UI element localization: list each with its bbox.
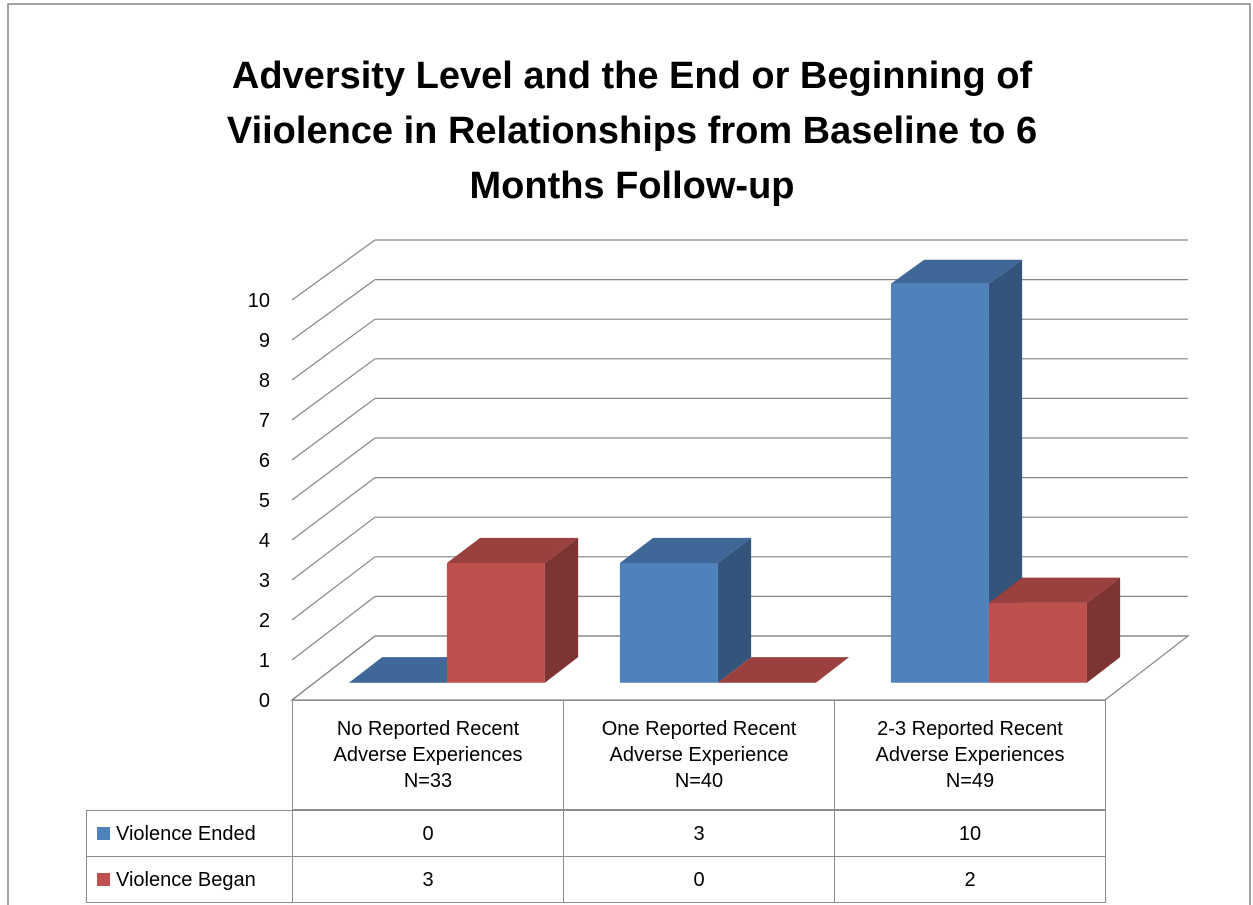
bar-front <box>988 602 1087 683</box>
chart-title: Adversity Level and the End or Beginning… <box>232 55 1033 97</box>
y-tick-label: 10 <box>248 290 270 312</box>
bar-front <box>619 563 718 683</box>
bar-side <box>717 537 752 683</box>
bar-front <box>890 283 989 683</box>
category-label: 2-3 Reported Recent Adverse Experiences … <box>834 700 1106 810</box>
legend-entry: Violence Began <box>86 856 293 903</box>
legend-entry: Violence Ended <box>86 810 293 857</box>
grid-line <box>291 595 376 661</box>
legend-label: Violence Began <box>116 868 256 891</box>
y-tick-label: 1 <box>259 650 270 672</box>
y-tick-label: 3 <box>259 570 270 592</box>
legend-label: Violence Ended <box>116 822 256 845</box>
bar <box>619 537 752 683</box>
table-value: 3 <box>563 810 835 857</box>
table-value: 0 <box>292 810 564 857</box>
bar-top <box>619 537 752 564</box>
bar <box>988 577 1121 683</box>
y-tick-label: 4 <box>259 530 270 552</box>
grid-line <box>291 397 376 461</box>
y-tick-label: 8 <box>259 370 270 392</box>
bar-top <box>988 577 1121 603</box>
y-tick-label: 9 <box>259 330 270 352</box>
y-tick-label: 0 <box>259 690 270 712</box>
y-tick-label: 6 <box>259 450 270 472</box>
category-label: One Reported Recent Adverse Experience N… <box>563 700 835 810</box>
legend-swatch <box>97 827 110 840</box>
grid-line <box>291 635 376 701</box>
grid-line <box>291 318 376 381</box>
y-tick-label: 2 <box>259 610 270 632</box>
grid-line <box>291 556 376 621</box>
table-value: 3 <box>292 856 564 903</box>
chart-title: Months Follow-up <box>469 165 794 207</box>
bar-top <box>717 657 850 683</box>
chart-title: Viiolence in Relationships from Baseline… <box>227 110 1037 152</box>
bar-side <box>1086 577 1121 683</box>
grid-line <box>291 516 376 581</box>
bar-side <box>544 537 579 683</box>
legend-swatch <box>97 873 110 886</box>
bar <box>717 657 850 683</box>
bar <box>890 259 1023 683</box>
bar-top <box>890 259 1023 284</box>
grid-line <box>291 239 376 301</box>
grid-line <box>291 279 376 341</box>
chart-border <box>7 3 1251 905</box>
table-value: 10 <box>834 810 1106 857</box>
category-label: No Reported Recent Adverse Experiences N… <box>292 700 564 810</box>
grid-line <box>291 358 376 421</box>
bar-front <box>446 563 545 683</box>
bar-top <box>446 537 579 564</box>
bar <box>446 537 579 683</box>
table-value: 0 <box>563 856 835 903</box>
grid-line <box>291 477 376 541</box>
y-tick-label: 5 <box>259 490 270 512</box>
table-value: 2 <box>834 856 1106 903</box>
grid-line <box>291 437 376 501</box>
y-tick-label: 7 <box>259 410 270 432</box>
bar-side <box>988 259 1023 683</box>
